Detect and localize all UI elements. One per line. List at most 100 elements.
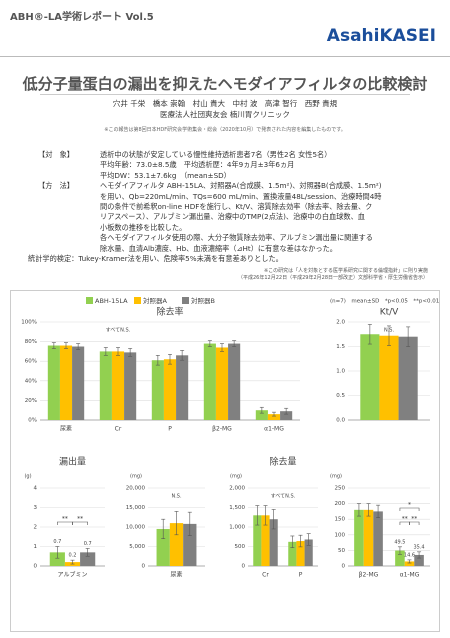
error-bar: [51, 342, 56, 349]
y-tick-label: 3: [34, 505, 38, 511]
method-label: 統計学的検定：: [28, 254, 79, 264]
y-tick-label: 10,000: [126, 525, 146, 531]
footnote: ※この研究は「人を対象とする医学系研究に関する倫理指針」に則り実施: [263, 268, 428, 274]
bar: [111, 351, 125, 420]
methods: 【対 象】 透析中の状態が安定している慢性維持透析患者7名（男性2名 女性5名）平…: [28, 150, 428, 264]
bar: [269, 519, 278, 566]
x-tick-label: α1-MG: [264, 426, 284, 433]
error-bar: [306, 533, 311, 546]
significance-label: **: [77, 516, 83, 523]
method-line: 透析中の状態が安定している慢性維持透析患者7名（男性2名 女性5名）: [100, 150, 332, 159]
method-line: 小板数の推移を比較した。: [100, 222, 187, 232]
bar: [183, 523, 197, 566]
value-label: 0.7: [53, 539, 61, 545]
y-tick-label: 80%: [25, 339, 37, 345]
note: ※この報告は第8回日本HDF研究会学術集会・総会（2020年10月）で発表された…: [104, 127, 346, 133]
error-bar: [180, 350, 185, 361]
error-bar: [272, 411, 276, 417]
x-tick-label: Cr: [115, 426, 122, 433]
y-tick-label: 0.5: [336, 393, 345, 399]
error-bar: [406, 326, 411, 347]
error-bar: [174, 511, 179, 536]
annotation: N.S.: [171, 494, 182, 500]
chart-panel: [10, 290, 440, 632]
error-bar: [85, 548, 90, 557]
annotation: N.S.: [384, 328, 395, 334]
y-tick-label: 100%: [21, 320, 37, 326]
chart-title: 除去率: [156, 306, 183, 318]
x-tick-label: P: [168, 426, 172, 433]
bar: [80, 552, 96, 566]
bar: [404, 561, 415, 566]
method-line: 各ヘモダイアフィルタ使用の際、大分子物質除去効率、アルブミン漏出量に関連する: [100, 233, 373, 243]
bar: [99, 351, 112, 420]
x-tick-label: 尿素: [60, 425, 72, 433]
error-bar: [55, 546, 60, 559]
y-tick-label: 0%: [28, 418, 37, 424]
error-bar: [387, 325, 391, 346]
error-bar: [232, 340, 237, 347]
affiliation: 医療法人社団爽友会 楠川胃クリニック: [160, 110, 290, 119]
method-row: 統計学的検定： Tukey-Kramer法を用い、危険率5%未満を有意差ありとした…: [28, 254, 428, 264]
significance-bracket: [409, 521, 420, 525]
method-body: ヘモダイアフィルタ ABH-15LA、対照器A(合成膜、1.5m²)、対照器B(…: [100, 181, 382, 254]
bar: [176, 355, 189, 420]
legend-label: ABH-15LA: [95, 297, 128, 305]
y-tick-label: 0.0: [336, 418, 345, 424]
report-series: ABH®-LA学術レポート Vol.5: [10, 12, 154, 23]
significance-label: **: [402, 516, 408, 523]
y-tick-label: 1: [34, 544, 38, 550]
error-bar: [207, 340, 212, 347]
error-bar: [376, 504, 381, 518]
error-bar: [417, 551, 422, 559]
x-tick-label: P: [299, 572, 303, 579]
bar: [253, 515, 262, 566]
bar: [261, 515, 270, 566]
error-bar: [187, 511, 192, 536]
value-label: 49.5: [394, 539, 405, 545]
y-tick-label: 1.5: [336, 344, 345, 350]
bar: [124, 352, 137, 420]
y-tick-label: 20%: [25, 398, 37, 404]
x-tick-label: β2-MG: [359, 572, 379, 579]
error-bar: [356, 503, 361, 517]
y-tick-label: 0: [142, 564, 146, 570]
value-label: 14.6: [404, 552, 415, 558]
bar: [72, 346, 85, 420]
footnote: （平成26年12月22日（平成29年2月28日一部改正）文部科学省・厚生労働省告…: [238, 275, 428, 281]
y-tick-label: 1,000: [229, 525, 245, 531]
error-bar: [220, 343, 224, 352]
x-tick-label: β2-MG: [212, 426, 232, 433]
y-axis-label: (mg): [130, 474, 142, 480]
y-tick-label: 250: [335, 486, 346, 492]
y-tick-label: 100: [335, 532, 346, 538]
method-body: Tukey-Kramer法を用い、危険率5%未満を有意差ありとした。: [78, 254, 283, 264]
title: 低分子量蛋白の漏出を抑えたヘモダイアフィルタの比較検討: [22, 75, 428, 93]
error-bar: [70, 559, 75, 565]
rule: [0, 56, 450, 57]
bar: [215, 347, 229, 420]
value-label: 0.7: [84, 541, 92, 547]
significance-label: **: [411, 516, 417, 523]
bar: [360, 334, 380, 420]
y-axis-label: (g): [24, 474, 31, 480]
brand-logo: AsahiKASEI: [326, 26, 436, 46]
error-bar: [168, 354, 172, 365]
bar: [156, 528, 170, 566]
bar: [49, 552, 65, 566]
significance-label: *: [408, 502, 411, 509]
error-bar: [271, 509, 276, 530]
error-bar: [290, 535, 295, 548]
x-tick-label: Cr: [262, 572, 269, 579]
bar: [414, 554, 424, 566]
y-tick-label: 0: [34, 564, 38, 570]
error-bar: [116, 347, 120, 356]
error-bar: [76, 343, 81, 350]
y-tick-label: 0: [242, 564, 246, 570]
value-label: 35.4: [413, 544, 424, 550]
bar: [267, 414, 281, 420]
y-tick-label: 2: [34, 525, 38, 531]
method-line: 除水量、血清Alb濃度、Hb、血液濃縮率（⊿Ht）に有意な差はなかった。: [100, 243, 337, 253]
legend-swatch: [182, 297, 189, 304]
